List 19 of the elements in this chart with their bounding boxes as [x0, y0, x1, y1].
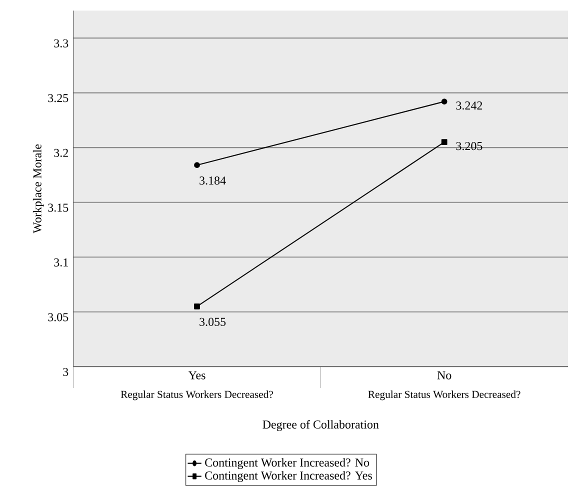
x-axis-title: Degree of Collaboration — [262, 420, 379, 432]
y-tick-label: 3.15 — [48, 204, 68, 212]
text: Regular Status Workers Decreased? — [368, 390, 520, 400]
data-label: 3.242 — [456, 102, 482, 110]
data-label: 3.205 — [456, 142, 482, 150]
x-tick-label: Yes — [188, 371, 206, 380]
y-tick-label: 3.2 — [54, 148, 68, 157]
legend-label: Contingent Worker Increased? No — [205, 458, 370, 470]
data-label: 3.055 — [200, 318, 226, 326]
legend-label: Contingent Worker Increased? Yes — [205, 471, 372, 482]
y-axis-title: Workplace Morale — [32, 144, 44, 234]
x-tick-label: No — [437, 371, 452, 380]
text: Regular Status Workers Decreased? — [120, 390, 273, 400]
y-tick-label: 3.05 — [48, 313, 68, 322]
y-tick-label: 3.1 — [54, 258, 68, 267]
y-tick-label: 3 — [63, 368, 68, 376]
y-tick-label: 3.3 — [54, 39, 68, 48]
data-label: 3.184 — [200, 176, 226, 185]
y-tick-label: 3.25 — [48, 94, 68, 102]
